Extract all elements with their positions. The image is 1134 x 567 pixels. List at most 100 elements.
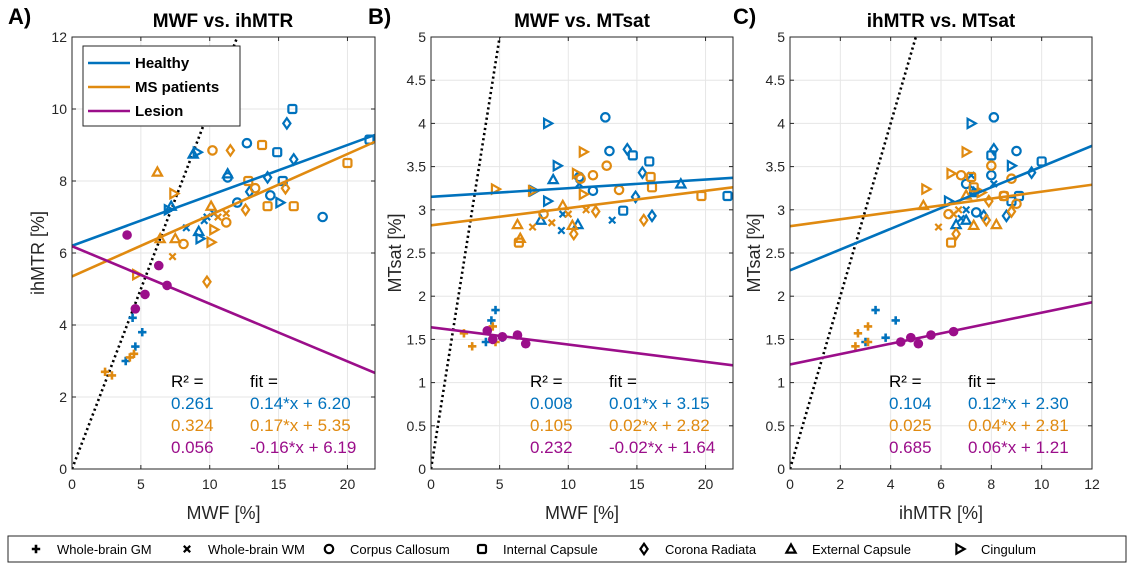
point-healthy-diamond [988, 142, 999, 157]
x-tick-label: 10 [1034, 476, 1050, 492]
point-ms-triangle-right [961, 145, 974, 159]
fit-equation-healthy: 0.12*x + 2.30 [968, 394, 1069, 413]
fit-line-lesion [790, 300, 1092, 366]
r2-value-ms: 0.324 [171, 416, 214, 435]
point-healthy-diamond [637, 165, 648, 180]
x-tick-label: 8 [987, 476, 995, 492]
legend-marker-square-icon [476, 543, 488, 555]
point-healthy-x [962, 205, 971, 214]
point-ms-diamond [225, 143, 236, 158]
fit-header: fit = [968, 372, 996, 391]
point-ms-diamond [1006, 204, 1017, 219]
y-tick-label: 5 [777, 29, 785, 45]
fit-equation-ms: 0.02*x + 2.82 [609, 416, 710, 435]
y-tick-label: 2 [418, 288, 426, 304]
point-ms-diamond [568, 226, 579, 242]
point-ms-circle [1011, 198, 1022, 210]
plot-content [72, 37, 375, 469]
x-tick-label: 10 [202, 476, 218, 492]
r2-value-ms: 0.025 [889, 416, 932, 435]
y-axis-label: MTsat [%] [385, 213, 405, 292]
x-tick-label: 5 [137, 476, 145, 492]
point-healthy-circle [988, 112, 1000, 123]
point-healthy-diamond [647, 208, 657, 223]
point-ms-triangle-right [206, 235, 218, 249]
point-healthy-diamond [630, 189, 641, 204]
r2-value-healthy: 0.008 [530, 394, 573, 413]
point-ms-circle [986, 160, 997, 172]
panel-1: 0 5 10 15 20 0 0.5 1 1.5 2 2.5 3 3.5 4 4.5 5 MWF [%] MTsa… [368, 4, 734, 523]
marker-legend-box [7, 535, 1127, 563]
fit-equation-lesion: -0.16*x + 6.19 [250, 438, 356, 457]
point-ms-x [582, 205, 591, 214]
marker-legend-label: Cingulum [981, 542, 1036, 557]
point-healthy-triangle-right [195, 232, 207, 246]
y-tick-label: 6 [59, 245, 67, 261]
point-ms-plus [467, 342, 477, 351]
marker-legend-label: External Capsule [812, 542, 911, 557]
point-lesion-dot [913, 338, 924, 349]
y-tick-label: 1 [777, 375, 785, 391]
point-ms-diamond [280, 181, 291, 196]
point-healthy-triangle-up [534, 213, 548, 225]
y-tick-label: 1 [418, 375, 426, 391]
marker-legend-label: Whole-brain WM [208, 542, 305, 557]
x-tick-label: 5 [496, 476, 504, 492]
x-tick-label: 6 [937, 476, 945, 492]
y-tick-label: 12 [51, 29, 67, 45]
fit-line-healthy [790, 144, 1092, 272]
point-ms-circle [955, 169, 967, 181]
point-healthy-square [627, 150, 638, 161]
plot-content [790, 37, 1092, 469]
point-ms-diamond [590, 204, 601, 219]
y-tick-label: 4 [418, 115, 426, 131]
x-tick-label: 20 [698, 476, 714, 492]
point-healthy-triangle-right [966, 116, 979, 130]
group-legend: Healthy MS patients Lesion [82, 45, 241, 127]
point-ms-square [342, 157, 353, 169]
y-tick-label: 5 [418, 29, 426, 45]
y-tick-label: 3.5 [766, 159, 786, 175]
y-tick-label: 10 [51, 101, 67, 117]
x-tick-label: 10 [560, 476, 576, 492]
y-tick-label: 1.5 [766, 331, 786, 347]
marker-legend-label: Corona Radiata [665, 542, 757, 557]
r2-header: R² = [171, 372, 204, 391]
point-ms-plus [863, 322, 873, 331]
y-tick-label: 2.5 [766, 245, 786, 261]
point-healthy-square [272, 147, 283, 158]
point-lesion-dot [130, 304, 141, 314]
x-tick-label: 0 [786, 476, 794, 492]
fit-equation-lesion: 0.06*x + 1.21 [968, 438, 1069, 457]
point-ms-triangle-right [209, 223, 221, 237]
fit-header: fit = [250, 372, 278, 391]
point-healthy-circle [241, 137, 253, 149]
point-ms-triangle-up [150, 165, 164, 177]
point-ms-square [256, 139, 268, 151]
point-healthy-plus [138, 328, 147, 337]
fit-line-ms [790, 183, 1092, 228]
point-ms-diamond [202, 274, 212, 289]
fit-equation-healthy: 0.14*x + 6.20 [250, 394, 351, 413]
r2-value-healthy: 0.104 [889, 394, 932, 413]
point-ms-square [262, 201, 273, 212]
point-ms-triangle-right [921, 182, 933, 196]
legend-marker-circle-icon [323, 543, 335, 555]
point-lesion-dot [487, 334, 498, 345]
point-lesion-dot [153, 260, 164, 271]
r2-header: R² = [889, 372, 922, 391]
y-tick-label: 3 [777, 202, 785, 218]
point-healthy-plus [128, 313, 137, 322]
point-healthy-circle [1011, 145, 1022, 157]
marker-legend: Whole-brain GM Whole-brain WM Corpus Callo… [7, 535, 1127, 563]
legend-label-healthy: Healthy [135, 55, 190, 72]
legend-label-ms: MS patients [135, 79, 219, 96]
point-lesion-dot [122, 230, 132, 240]
r2-value-lesion: 0.056 [171, 438, 214, 457]
fit-equation-ms: 0.17*x + 5.35 [250, 416, 351, 435]
y-tick-label: 4 [777, 115, 785, 131]
y-tick-label: 2.5 [407, 245, 427, 261]
point-ms-diamond [638, 213, 649, 228]
x-tick-label: 2 [836, 476, 844, 492]
point-ms-circle [220, 217, 232, 228]
